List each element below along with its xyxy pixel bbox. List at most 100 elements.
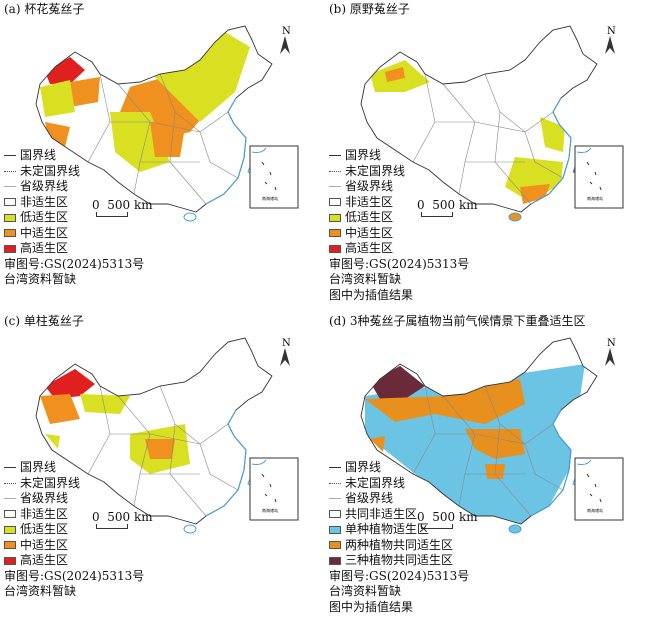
province-boundary — [484, 73, 554, 133]
suitability-region-low — [80, 394, 130, 414]
suitability-region-mid — [150, 122, 185, 157]
legend-swatch — [4, 213, 16, 222]
china-map: N 南海诸岛 — [35, 25, 299, 222]
legend-item: 高适生区 — [4, 241, 144, 257]
map-note: 审图号:GS(2024)5313号 — [329, 256, 470, 271]
legend-item: 国界线 — [329, 148, 469, 164]
legend-swatch — [329, 541, 341, 550]
map-note: 台湾资料暂缺 — [4, 272, 77, 286]
panel-title: (d) 3种菟丝子属植物当前气候情景下重叠适生区 — [329, 314, 586, 328]
map-panel-b: (b) 原野菟丝子 N 南海诸岛 0 500 km 国界线 未定国界线 省级界线 非适… — [325, 0, 650, 312]
scale-bar: 0 500 km — [92, 198, 153, 217]
legend-swatch — [4, 198, 16, 207]
svg-text:N: N — [607, 338, 616, 349]
map-note: 台湾资料暂缺 — [4, 584, 77, 598]
legend-item: 非适生区 — [4, 507, 144, 523]
province-boundary — [484, 385, 554, 445]
legend-item: 未定国界线 — [329, 164, 469, 180]
legend-item: 低适生区 — [329, 210, 469, 226]
suitability-region-mid — [520, 184, 550, 204]
legend-item: 省级界线 — [329, 491, 469, 507]
map-panel-d: (d) 3种菟丝子属植物当前气候情景下重叠适生区 N 南海诸岛 0 500 km… — [325, 312, 650, 624]
legend: 国界线 未定国界线 省级界线 非适生区 低适生区 中适生区 高适生区 审图号:GS(2024… — [4, 148, 144, 288]
map-note: 审图号:GS(2024)5313号 — [329, 568, 470, 583]
coastline — [205, 409, 247, 517]
suitability-region-two — [465, 429, 525, 459]
legend-item: 省级界线 — [329, 179, 469, 195]
south-china-sea-inset: 南海诸岛 — [249, 145, 299, 209]
panel-title: (a) 杯花菟丝子 — [4, 2, 85, 16]
legend-item: 低适生区 — [4, 522, 144, 538]
scale-bar: 0 500 km — [417, 510, 478, 529]
legend-item: 未定国界线 — [4, 164, 144, 180]
legend-swatch — [4, 229, 16, 238]
map-note: 图中为插值结果 — [329, 287, 414, 302]
suitability-region-two — [365, 379, 525, 424]
legend-item: 中适生区 — [4, 538, 144, 554]
south-china-sea-inset: 南海诸岛 — [249, 457, 299, 521]
legend-swatch — [4, 510, 16, 519]
coastline — [530, 97, 572, 205]
suitability-region-mid — [40, 394, 80, 424]
province-boundary — [524, 443, 564, 491]
legend-swatch — [4, 541, 16, 550]
legend-swatch — [329, 556, 341, 565]
north-arrow: N — [605, 338, 616, 366]
coastline — [205, 97, 247, 205]
province-boundary — [159, 73, 229, 133]
legend-item: 非适生区 — [4, 195, 144, 211]
province-boundary — [199, 131, 239, 179]
hainan-island — [508, 524, 522, 534]
legend-item: 国界线 — [4, 148, 144, 164]
legend-swatch — [329, 510, 341, 519]
legend-item: 高适生区 — [4, 553, 144, 569]
legend-item: 非适生区 — [329, 195, 469, 211]
suitability-region-high — [45, 57, 85, 84]
panel-title: (c) 单柱菟丝子 — [4, 314, 84, 328]
legend-item: 高适生区 — [329, 241, 469, 257]
suitability-region-low — [540, 117, 565, 152]
svg-text:N: N — [607, 26, 616, 37]
legend-swatch — [4, 244, 16, 253]
legend-swatch — [329, 213, 341, 222]
legend-item: 共同非适生区 — [329, 507, 469, 523]
map-panel-a: (a) 杯花菟丝子 N 南海诸岛 0 500 km 国界线 未定国界线 省级界线 非适… — [0, 0, 325, 312]
panel-title: (b) 原野菟丝子 — [329, 2, 410, 16]
legend-item: 省级界线 — [4, 491, 144, 507]
legend-item: 中适生区 — [329, 226, 469, 242]
map-note: 审图号:GS(2024)5313号 — [4, 256, 145, 271]
svg-text:南海诸岛: 南海诸岛 — [587, 195, 603, 201]
suitability-region-mid — [70, 77, 100, 107]
suitability-region-high — [45, 369, 95, 399]
map-panel-c: (c) 单柱菟丝子 N 南海诸岛 0 500 km 国界线 未定国界线 省级界线 非适… — [0, 312, 325, 624]
map-note: 图中为插值结果 — [329, 599, 414, 614]
legend-swatch — [4, 525, 16, 534]
china-map: N 南海诸岛 — [360, 337, 624, 534]
legend-swatch — [329, 198, 341, 207]
north-arrow: N — [280, 26, 291, 54]
legend-item: 三种植物共同适生区 — [329, 553, 469, 569]
north-arrow: N — [280, 338, 291, 366]
hainan-island — [508, 212, 522, 222]
legend-swatch — [329, 244, 341, 253]
scale-bar: 0 500 km — [92, 510, 153, 529]
legend-swatch — [329, 229, 341, 238]
hainan-island — [183, 524, 197, 534]
legend-item: 单种植物适生区 — [329, 522, 469, 538]
map-note: 台湾资料暂缺 — [329, 272, 402, 286]
legend-item: 省级界线 — [4, 179, 144, 195]
legend-swatch — [329, 525, 341, 534]
north-arrow: N — [605, 26, 616, 54]
legend-item: 国界线 — [329, 460, 469, 476]
map-note: 台湾资料暂缺 — [329, 584, 402, 598]
suitability-region-mid — [385, 67, 405, 82]
legend: 国界线 未定国界线 省级界线 非适生区 低适生区 中适生区 高适生区 审图号:GS(2024… — [329, 148, 469, 303]
suitability-region-two — [370, 436, 385, 452]
legend-item: 两种植物共同适生区 — [329, 538, 469, 554]
china-map: N 南海诸岛 — [360, 25, 624, 222]
china-map: N 南海诸岛 — [35, 337, 299, 534]
suitability-region-low — [150, 32, 250, 122]
province-boundary — [524, 131, 564, 179]
legend-item: 低适生区 — [4, 210, 144, 226]
svg-text:N: N — [282, 338, 291, 349]
